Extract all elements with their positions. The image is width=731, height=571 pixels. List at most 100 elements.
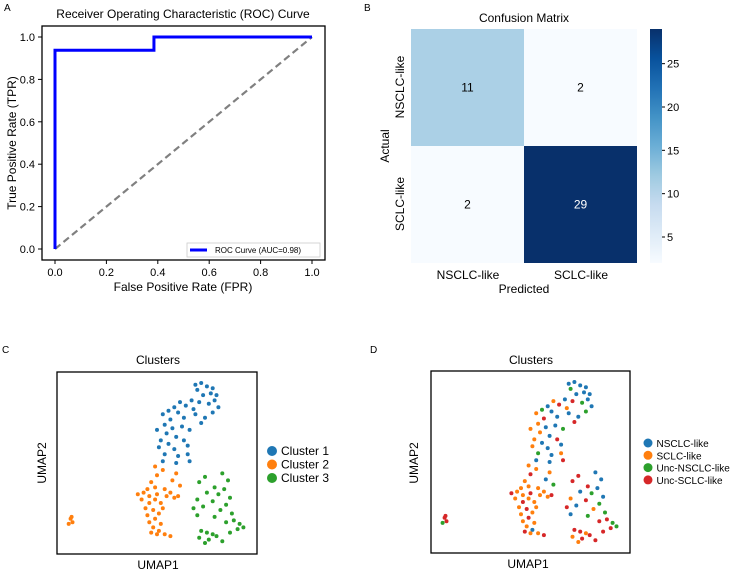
cm-ytick-sclc: SCLC-like <box>393 177 407 231</box>
umap-point <box>530 510 535 515</box>
umap-point <box>208 391 213 396</box>
umap-point <box>176 494 181 499</box>
umap-point <box>526 463 531 468</box>
umap-point <box>160 506 165 511</box>
legend-label: Unc-SCLC-like <box>657 476 724 487</box>
cm-colorbar-label: 5 <box>667 232 673 244</box>
roc-xtick-label: 1.0 <box>304 267 319 279</box>
umap-point <box>528 531 533 536</box>
umap-point <box>444 519 449 524</box>
umap-point <box>212 485 217 490</box>
umap-point <box>519 486 523 491</box>
roc-legend-label: ROC Curve (AUC=0.98) <box>215 246 301 255</box>
umap-point <box>162 422 167 427</box>
umap-point <box>578 383 583 388</box>
panel-label-b: B <box>364 3 371 14</box>
umap-point <box>559 442 564 447</box>
umap-point <box>147 494 152 499</box>
umap-point <box>547 433 552 438</box>
panel-label-d: D <box>370 345 377 356</box>
umap-point <box>561 458 565 463</box>
umap-point <box>220 539 225 544</box>
umap-point <box>597 519 602 524</box>
cm-colorbar-label: 20 <box>667 102 679 114</box>
umap-point <box>601 529 606 534</box>
umap-point <box>561 426 565 431</box>
umap-point <box>231 518 236 523</box>
umap-point <box>532 520 537 525</box>
umap-point <box>160 459 165 464</box>
umap-point <box>528 426 533 431</box>
umap-point <box>576 414 581 419</box>
umap-point <box>166 408 171 413</box>
umap-point <box>206 401 211 406</box>
cm-xtick-nsclc: NSCLC-like <box>437 268 500 282</box>
umap-point <box>564 406 569 411</box>
umap-point <box>582 390 586 395</box>
cm-cell-value: 11 <box>461 81 474 95</box>
umap-point <box>568 386 573 391</box>
roc-legend: ROC Curve (AUC=0.98) <box>186 242 321 258</box>
umap-point <box>214 534 219 539</box>
cm-colorbar-label: 25 <box>667 59 679 71</box>
umap-point <box>608 526 613 531</box>
umap-point <box>547 470 552 475</box>
roc-ytick-label: 0.0 <box>20 244 35 256</box>
umap-point <box>181 415 186 420</box>
umap-point <box>515 489 520 494</box>
umap-point <box>576 473 581 478</box>
umap-point <box>585 397 590 402</box>
umap-point <box>557 402 562 407</box>
umap-point <box>174 461 179 465</box>
umap-point <box>166 441 171 446</box>
umap-point <box>187 459 192 464</box>
roc-ytick-label: 0.2 <box>20 202 35 214</box>
roc-xlabel: False Positive Rate (FPR) <box>114 280 253 294</box>
umap-point <box>520 519 525 524</box>
panel-label-a: A <box>4 3 11 14</box>
umap-point <box>568 512 573 517</box>
roc-curve <box>53 35 312 249</box>
umap-point <box>524 524 529 529</box>
umap-point <box>583 498 588 503</box>
umap-point <box>170 478 175 483</box>
cm-cell-value: 2 <box>577 81 584 95</box>
umap-point <box>576 540 581 544</box>
umap-point <box>526 496 531 501</box>
umap-point <box>597 501 602 506</box>
umap-point <box>199 528 204 533</box>
umap-point <box>176 410 181 415</box>
umap-point <box>572 527 577 532</box>
umap-point <box>580 536 585 541</box>
umap-point <box>145 487 150 492</box>
umap-point <box>545 404 550 409</box>
umap-point <box>70 520 75 525</box>
umap-d-title: Clusters <box>509 353 553 367</box>
umap-point <box>536 486 541 491</box>
umap-point <box>522 479 527 484</box>
roc-xtick-label: 0.4 <box>150 267 165 279</box>
umap-point <box>151 525 156 530</box>
roc-legend-box <box>186 242 321 258</box>
umap-point <box>532 437 537 442</box>
umap-d-ylabel: UMAP2 <box>407 442 421 484</box>
umap-point <box>583 385 588 390</box>
umap-point <box>153 485 158 490</box>
umap-point <box>149 530 154 535</box>
umap-point <box>599 477 604 482</box>
umap-point <box>589 404 594 409</box>
umap-point <box>551 482 556 487</box>
cm-colorbar-label: 10 <box>667 189 679 201</box>
umap-point <box>570 479 575 484</box>
umap-point <box>151 508 156 512</box>
umap-point <box>528 491 533 496</box>
umap-point <box>195 513 200 518</box>
umap-point <box>156 511 161 516</box>
umap-point <box>195 497 200 502</box>
umap-point <box>228 530 232 535</box>
roc-ytick-label: 0.6 <box>20 117 35 129</box>
cm-xlabel: Predicted <box>499 282 550 296</box>
umap-point <box>229 511 234 516</box>
umap-point <box>158 501 163 505</box>
